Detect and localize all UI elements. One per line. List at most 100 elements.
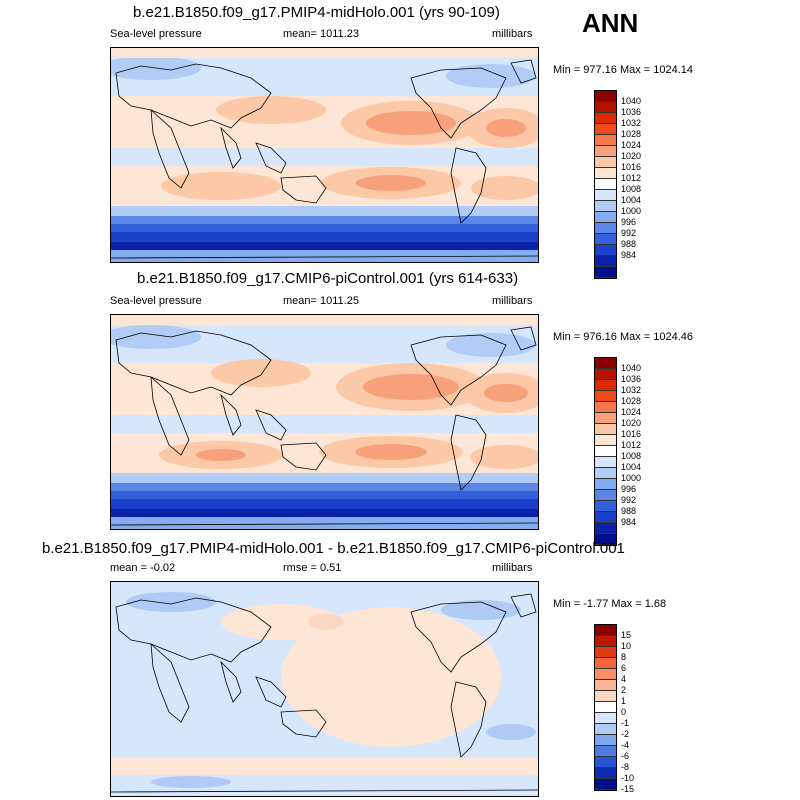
- colorbar-swatch: [595, 735, 616, 746]
- colorbar-swatch: [595, 625, 616, 636]
- panel-3-mean-label: mean = -0.02: [110, 562, 176, 574]
- colorbar-swatch: [595, 636, 616, 647]
- colorbar-swatch: [595, 669, 616, 680]
- panel-2-title: b.e21.B1850.f09_g17.CMIP6-piControl.001 …: [137, 270, 519, 287]
- colorbar-swatch: [595, 223, 616, 234]
- colorbar-swatch: [595, 157, 616, 168]
- panel-1-title: b.e21.B1850.f09_g17.PMIP4-midHolo.001 (y…: [133, 4, 500, 21]
- panel-2-colorbar: [594, 357, 617, 546]
- colorbar-swatch: [595, 179, 616, 190]
- colorbar-tick-label: 1008: [621, 184, 642, 194]
- colorbar-swatch: [595, 468, 616, 479]
- colorbar-tick-label: 2: [621, 685, 627, 695]
- colorbar-swatch: [595, 702, 616, 713]
- colorbar-tick-label: 0: [621, 707, 627, 717]
- colorbar-swatch: [595, 435, 616, 446]
- colorbar-tick-label: 996: [621, 217, 637, 227]
- colorbar-tick-label: -10: [621, 773, 635, 783]
- colorbar-swatch: [595, 91, 616, 102]
- panel-1-variable-label: Sea-level pressure: [110, 28, 202, 40]
- colorbar-swatch: [595, 501, 616, 512]
- panel-3-rmse-label: rmse = 0.51: [283, 562, 342, 574]
- panel-3-units-label: millibars: [492, 562, 533, 574]
- panel-3-colorbar: [594, 624, 617, 791]
- colorbar-tick-label: 984: [621, 250, 637, 260]
- colorbar-tick-label: 10: [621, 641, 632, 651]
- colorbar-tick-label: 1016: [621, 162, 642, 172]
- colorbar-tick-label: 8: [621, 652, 627, 662]
- colorbar-swatch: [595, 457, 616, 468]
- panel-1-minmax-label: Min = 977.16 Max = 1024.14: [553, 64, 694, 76]
- colorbar-swatch: [595, 534, 616, 545]
- colorbar-tick-label: 1008: [621, 451, 642, 461]
- panel-1-colorbar: [594, 90, 617, 279]
- colorbar-swatch: [595, 713, 616, 724]
- colorbar-tick-label: 1016: [621, 429, 642, 439]
- colorbar-swatch: [595, 512, 616, 523]
- colorbar-tick-label: 1024: [621, 407, 642, 417]
- colorbar-tick-label: 15: [621, 630, 632, 640]
- colorbar-tick-label: -8: [621, 762, 630, 772]
- colorbar-swatch: [595, 658, 616, 669]
- colorbar-tick-label: 1000: [621, 473, 642, 483]
- colorbar-tick-label: 992: [621, 228, 637, 238]
- colorbar-tick-label: 1040: [621, 96, 642, 106]
- colorbar-swatch: [595, 413, 616, 424]
- colorbar-swatch: [595, 768, 616, 779]
- colorbar-swatch: [595, 245, 616, 256]
- colorbar-swatch: [595, 234, 616, 245]
- colorbar-swatch: [595, 113, 616, 124]
- colorbar-swatch: [595, 647, 616, 658]
- colorbar-tick-label: 1004: [621, 462, 642, 472]
- colorbar-swatch: [595, 212, 616, 223]
- colorbar-tick-label: -2: [621, 729, 630, 739]
- colorbar-swatch: [595, 746, 616, 757]
- colorbar-tick-label: 1012: [621, 440, 642, 450]
- colorbar-tick-label: 1040: [621, 363, 642, 373]
- colorbar-tick-label: 988: [621, 506, 637, 516]
- panel-1-map: [110, 47, 539, 263]
- colorbar-tick-label: 1020: [621, 151, 642, 161]
- colorbar-tick-label: 988: [621, 239, 637, 249]
- colorbar-tick-label: 992: [621, 495, 637, 505]
- panel-3-minmax-label: Min = -1.77 Max = 1.68: [553, 598, 667, 610]
- colorbar-swatch: [595, 190, 616, 201]
- colorbar-tick-label: 1: [621, 696, 627, 706]
- colorbar-swatch: [595, 691, 616, 702]
- colorbar-tick-label: 1036: [621, 107, 642, 117]
- colorbar-swatch: [595, 724, 616, 735]
- colorbar-tick-label: -4: [621, 740, 630, 750]
- panel-1-mean-label: mean= 1011.23: [283, 28, 359, 40]
- colorbar-swatch: [595, 479, 616, 490]
- colorbar-tick-label: 984: [621, 517, 637, 527]
- colorbar-tick-label: 1024: [621, 140, 642, 150]
- colorbar-tick-label: -15: [621, 784, 635, 794]
- colorbar-swatch: [595, 201, 616, 212]
- colorbar-swatch: [595, 135, 616, 146]
- colorbar-tick-label: 1028: [621, 396, 642, 406]
- colorbar-tick-label: 1020: [621, 418, 642, 428]
- colorbar-tick-label: -6: [621, 751, 630, 761]
- colorbar-swatch: [595, 680, 616, 691]
- colorbar-tick-label: 1032: [621, 385, 642, 395]
- colorbar-tick-label: 1032: [621, 118, 642, 128]
- panel-2-map: [110, 314, 539, 530]
- colorbar-swatch: [595, 402, 616, 413]
- season-label: ANN: [582, 8, 639, 38]
- colorbar-swatch: [595, 757, 616, 768]
- colorbar-swatch: [595, 391, 616, 402]
- colorbar-swatch: [595, 168, 616, 179]
- colorbar-swatch: [595, 102, 616, 113]
- colorbar-swatch: [595, 424, 616, 435]
- panel-3-title: b.e21.B1850.f09_g17.PMIP4-midHolo.001 - …: [42, 540, 625, 557]
- colorbar-tick-label: 1000: [621, 206, 642, 216]
- colorbar-swatch: [595, 446, 616, 457]
- colorbar-swatch: [595, 146, 616, 157]
- panel-1-units-label: millibars: [492, 28, 533, 40]
- colorbar-tick-label: 996: [621, 484, 637, 494]
- panel-1-map-field: [111, 48, 538, 262]
- colorbar-tick-label: -1: [621, 718, 630, 728]
- panel-3-map-field: [111, 582, 538, 796]
- colorbar-swatch: [595, 369, 616, 380]
- colorbar-tick-label: 6: [621, 663, 627, 673]
